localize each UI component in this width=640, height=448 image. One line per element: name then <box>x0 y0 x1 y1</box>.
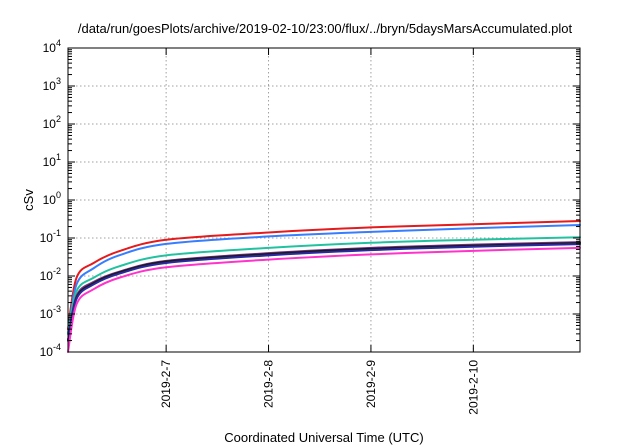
x-tick-labels: 2019-2-7 2019-2-8 2019-2-9 2019-2-10 <box>159 360 480 415</box>
x-tick-label: 2019-2-7 <box>159 360 173 408</box>
x-tick-label: 2019-2-9 <box>364 360 378 408</box>
ticks-layer <box>68 47 580 353</box>
series-line-6 <box>67 243 581 342</box>
x-axis-label: Coordinated Universal Time (UTC) <box>224 430 423 445</box>
series-line-7 <box>67 246 581 353</box>
y-tick-label: 101 <box>43 152 61 169</box>
y-tick-label: 104 <box>43 38 61 55</box>
series-line-5 <box>67 241 581 342</box>
series-line-2 <box>67 223 581 335</box>
y-tick-label: 10-4 <box>40 342 61 359</box>
series-line-1 <box>67 220 581 331</box>
series-layer <box>67 220 581 353</box>
y-tick-label: 103 <box>43 76 61 93</box>
x-tick-label: 2019-2-10 <box>466 360 480 415</box>
y-tick-label: 10-1 <box>40 228 61 245</box>
y-tick-label: 102 <box>43 114 61 131</box>
y-tick-label: 100 <box>43 190 61 207</box>
grid <box>68 48 580 352</box>
y-tick-labels: 10-4 10-3 10-2 10-1 100 101 102 103 104 <box>40 38 61 359</box>
y-tick-label: 10-3 <box>40 304 61 321</box>
x-tick-label: 2019-2-8 <box>262 360 276 408</box>
y-axis-label: cSv <box>21 189 36 211</box>
chart-title: /data/run/goesPlots/archive/2019-02-10/2… <box>78 21 573 36</box>
y-tick-label: 10-2 <box>40 266 61 283</box>
series-line-3 <box>67 236 581 335</box>
